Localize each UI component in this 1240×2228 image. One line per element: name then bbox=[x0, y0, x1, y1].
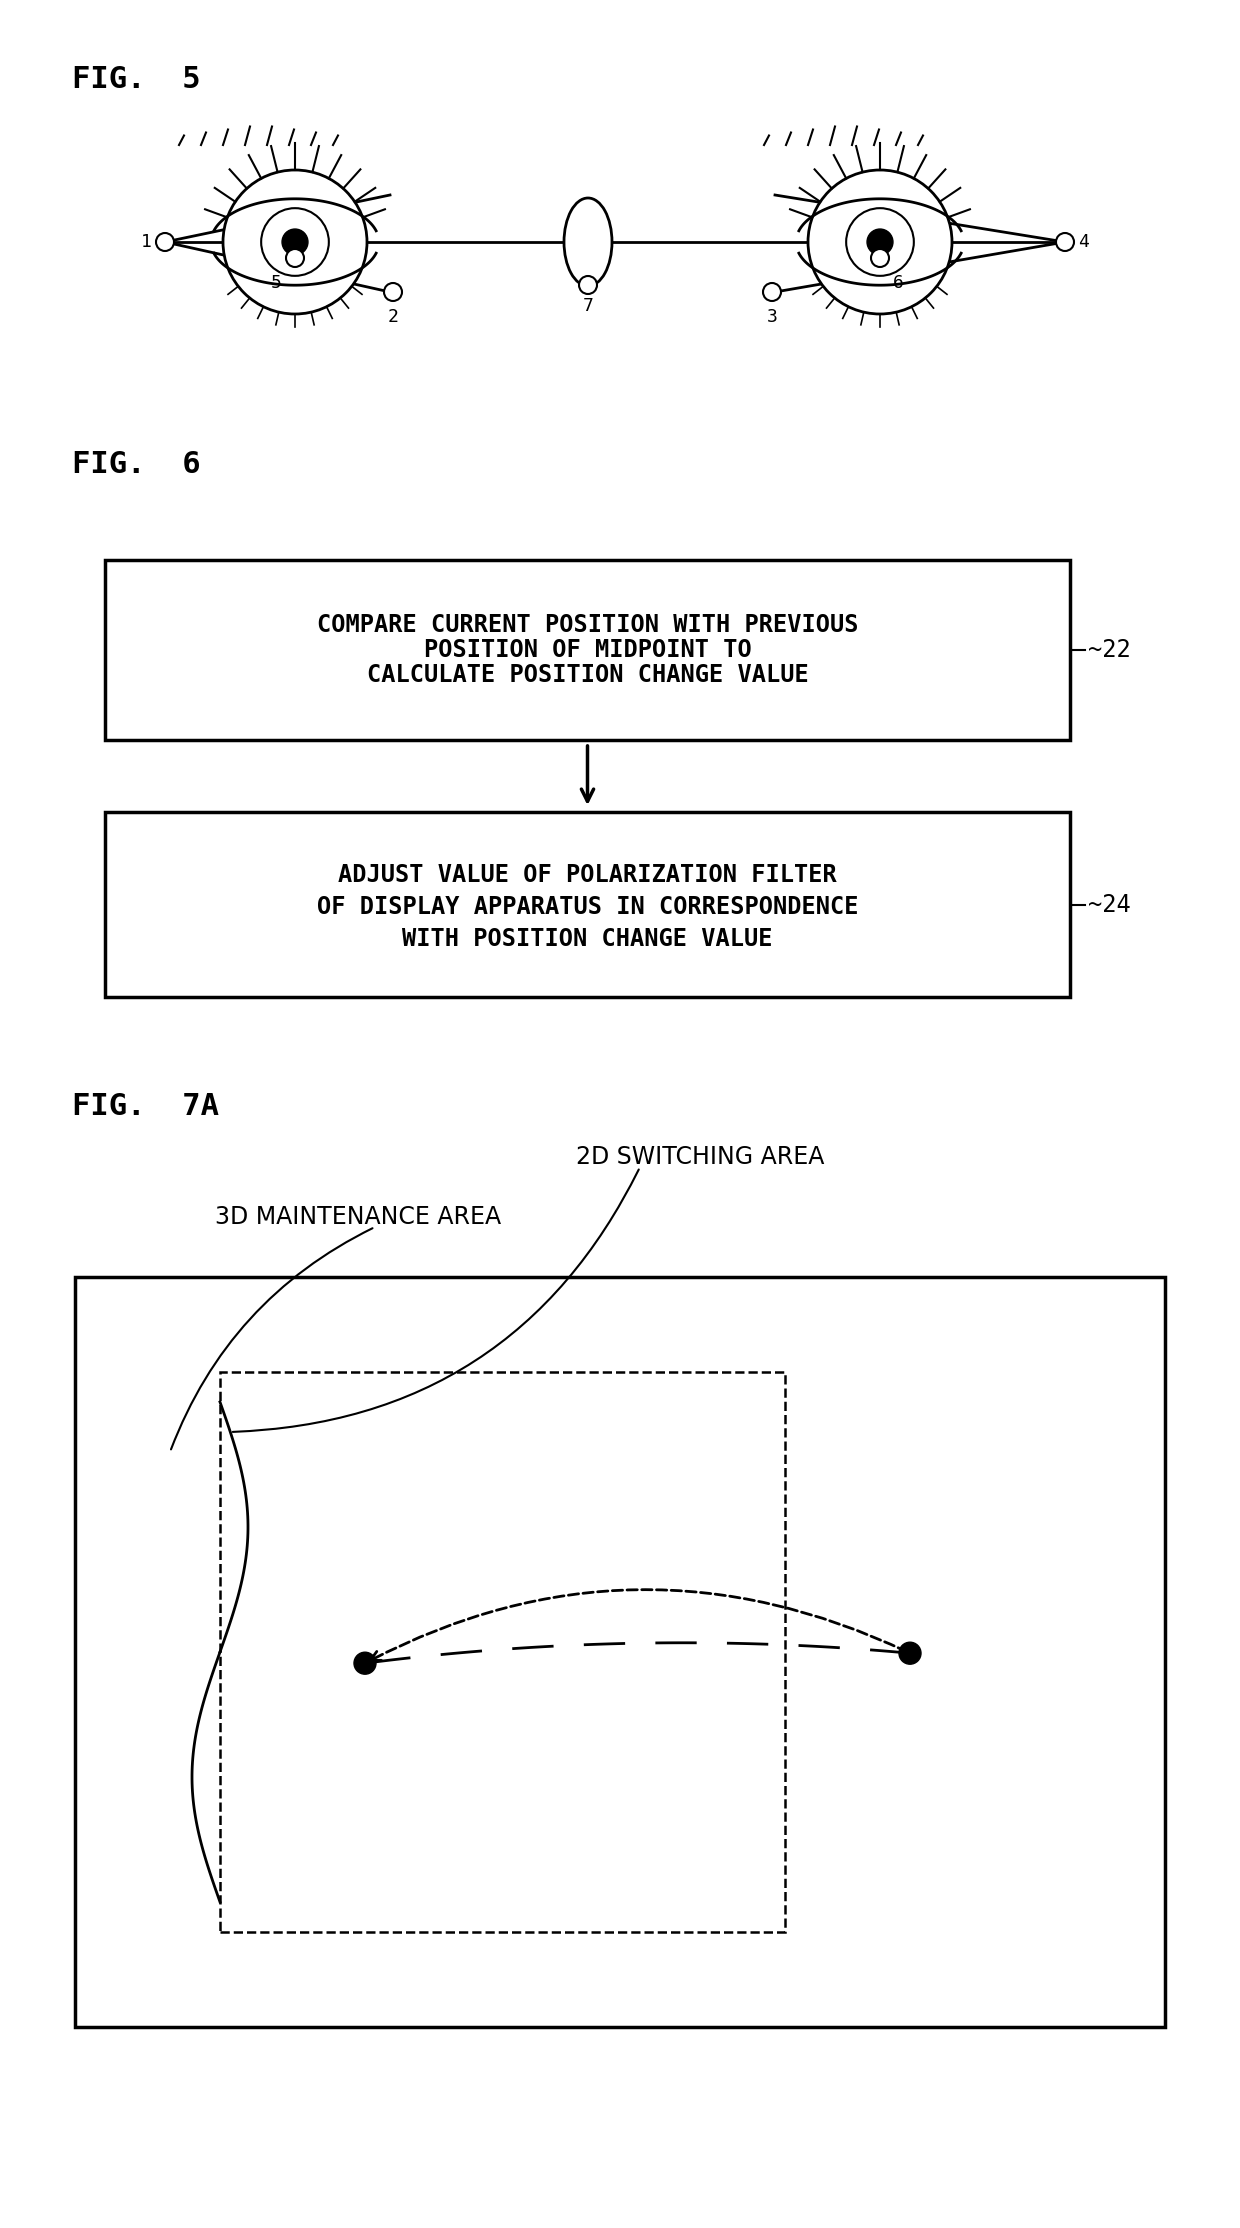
Bar bbox=[105, 559, 1070, 740]
Circle shape bbox=[763, 283, 781, 301]
Circle shape bbox=[1056, 234, 1074, 252]
Text: ~24: ~24 bbox=[1087, 893, 1131, 916]
Circle shape bbox=[281, 229, 308, 254]
Text: 2D SWITCHING AREA: 2D SWITCHING AREA bbox=[575, 1145, 825, 1170]
Bar bbox=[105, 811, 1070, 996]
Circle shape bbox=[846, 207, 914, 276]
Text: 3: 3 bbox=[766, 307, 777, 325]
Text: POSITION OF MIDPOINT TO: POSITION OF MIDPOINT TO bbox=[424, 637, 751, 662]
Text: ADJUST VALUE OF POLARIZATION FILTER: ADJUST VALUE OF POLARIZATION FILTER bbox=[339, 862, 837, 887]
Circle shape bbox=[353, 1653, 376, 1673]
Circle shape bbox=[899, 1642, 921, 1664]
Text: 1: 1 bbox=[141, 234, 153, 252]
Circle shape bbox=[867, 229, 893, 254]
Text: 3D MAINTENANCE AREA: 3D MAINTENANCE AREA bbox=[215, 1205, 501, 1230]
Bar bbox=[74, 1277, 1166, 2027]
Text: FIG.  6: FIG. 6 bbox=[72, 450, 201, 479]
Text: FIG.  7A: FIG. 7A bbox=[72, 1092, 219, 1121]
Bar bbox=[219, 1372, 785, 1932]
Circle shape bbox=[223, 169, 367, 314]
Text: 5: 5 bbox=[272, 274, 281, 292]
Text: 4: 4 bbox=[1078, 234, 1089, 252]
Circle shape bbox=[286, 250, 304, 267]
Circle shape bbox=[156, 234, 174, 252]
Text: WITH POSITION CHANGE VALUE: WITH POSITION CHANGE VALUE bbox=[402, 927, 773, 951]
Text: 2: 2 bbox=[388, 307, 398, 325]
Text: ~22: ~22 bbox=[1087, 637, 1131, 662]
Text: 7: 7 bbox=[583, 296, 594, 314]
Text: COMPARE CURRENT POSITION WITH PREVIOUS: COMPARE CURRENT POSITION WITH PREVIOUS bbox=[316, 613, 858, 637]
Ellipse shape bbox=[564, 198, 613, 285]
Text: CALCULATE POSITION CHANGE VALUE: CALCULATE POSITION CHANGE VALUE bbox=[367, 664, 808, 686]
Circle shape bbox=[262, 207, 329, 276]
Circle shape bbox=[579, 276, 596, 294]
Text: FIG.  5: FIG. 5 bbox=[72, 65, 201, 94]
Circle shape bbox=[808, 169, 952, 314]
Text: 6: 6 bbox=[893, 274, 904, 292]
Circle shape bbox=[870, 250, 889, 267]
Text: OF DISPLAY APPARATUS IN CORRESPONDENCE: OF DISPLAY APPARATUS IN CORRESPONDENCE bbox=[316, 893, 858, 918]
Circle shape bbox=[384, 283, 402, 301]
